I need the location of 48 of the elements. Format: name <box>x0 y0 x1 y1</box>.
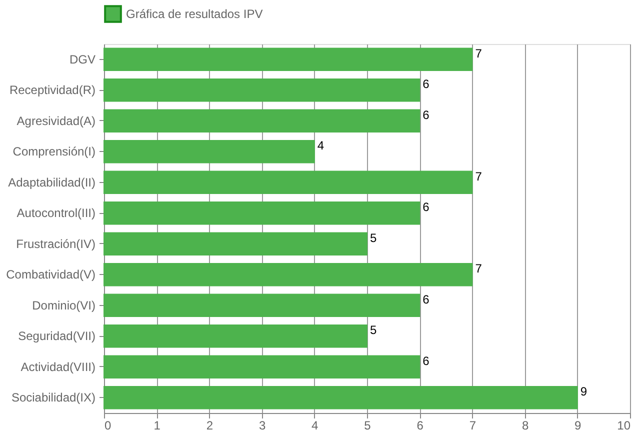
x-tick-label: 4 <box>312 418 319 431</box>
y-tick-label: DGV <box>69 52 96 66</box>
x-tick-label: 5 <box>364 418 372 431</box>
x-tick-label: 6 <box>416 418 424 431</box>
x-tick-label: 9 <box>574 418 582 431</box>
data-label: 6 <box>422 77 430 92</box>
data-label: 6 <box>422 354 430 368</box>
bar <box>104 140 315 164</box>
y-tick-label: Combatividad(V) <box>6 268 96 282</box>
x-tick-label: 7 <box>469 418 476 431</box>
data-label: 7 <box>475 46 482 60</box>
y-tick-label: Sociabilidad(IX) <box>11 390 96 405</box>
y-tick-label: Agresividad(A) <box>16 114 96 128</box>
bar <box>104 170 473 194</box>
data-label: 9 <box>580 384 588 399</box>
bar <box>104 48 473 71</box>
data-label: 7 <box>475 262 482 276</box>
bar <box>104 78 420 102</box>
y-tick-label: Seguridad(VII) <box>18 329 96 344</box>
bar <box>104 202 420 225</box>
bar <box>104 294 420 317</box>
bar <box>104 263 473 286</box>
data-label: 5 <box>370 323 377 338</box>
bar <box>104 232 368 256</box>
y-tick-label: Actividad(VIII) <box>20 360 96 374</box>
data-label: 5 <box>370 230 377 245</box>
data-label: 6 <box>422 200 430 214</box>
data-label: 4 <box>317 138 324 153</box>
y-tick-label: Autocontrol(III) <box>16 206 96 220</box>
x-tick-label: 8 <box>522 418 529 431</box>
y-tick-label: Frustración(IV) <box>16 236 96 251</box>
legend-label: Gráfica de resultados IPV <box>126 7 263 21</box>
y-tick-label: Receptividad(R) <box>9 83 96 98</box>
x-tick-label: 1 <box>154 418 161 431</box>
y-tick-label: Comprensión(I) <box>12 144 96 159</box>
x-tick-label: 10 <box>617 418 631 431</box>
data-label: 7 <box>475 169 482 184</box>
y-tick-label: Dominio(VI) <box>32 298 96 312</box>
y-tick-label: Adaptabilidad(II) <box>8 175 96 190</box>
bar <box>104 355 420 378</box>
x-tick-label: 3 <box>258 418 266 431</box>
bar <box>104 109 420 132</box>
bar <box>104 324 368 348</box>
x-tick-label: 0 <box>104 418 112 431</box>
data-label: 6 <box>422 292 430 306</box>
data-label: 6 <box>422 108 430 122</box>
bar <box>104 386 578 410</box>
x-tick-label: 2 <box>206 418 214 431</box>
